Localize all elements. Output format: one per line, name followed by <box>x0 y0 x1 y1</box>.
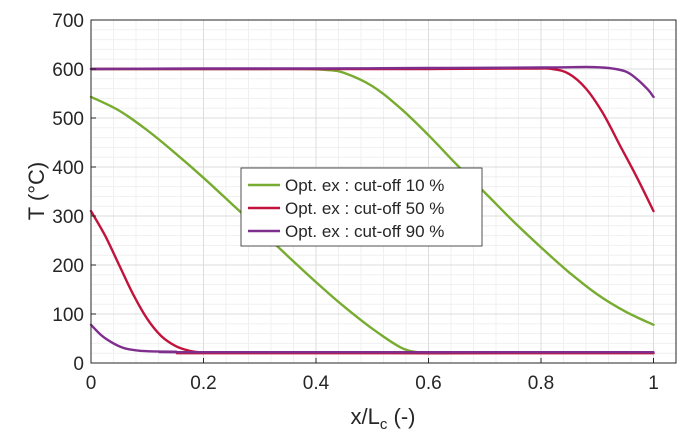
legend-label-3: Opt. ex : cut-off 90 % <box>285 222 444 241</box>
legend-label-2: Opt. ex : cut-off 50 % <box>285 199 444 218</box>
series-3 <box>89 65 655 354</box>
x-tick-label: 0 <box>86 373 97 394</box>
x-tick-label: 0.8 <box>528 373 554 394</box>
y-tick-label: 600 <box>52 60 84 81</box>
legend-label-1: Opt. ex : cut-off 10 % <box>285 176 444 195</box>
plot-frame <box>90 19 677 364</box>
y-axis-label: T (°C) <box>24 162 49 221</box>
y-tick-label: 500 <box>52 109 84 130</box>
x-tick-label: 0.2 <box>190 373 216 394</box>
y-tick-label: 200 <box>52 256 84 277</box>
series-layer <box>89 65 655 355</box>
y-axis-ticks: 0 100 200 300 400 500 600 700 <box>52 11 96 375</box>
y-tick-label: 300 <box>52 207 84 228</box>
x-tick-label: 0.6 <box>415 373 441 394</box>
x-axis-label: x/Lc (-) <box>351 404 416 433</box>
y-tick-label: 700 <box>52 11 84 32</box>
y-tick-label: 400 <box>52 158 84 179</box>
series-3-curve-2 <box>89 65 655 99</box>
series-3-curve-1 <box>89 323 655 354</box>
x-axis-ticks: 0 0.2 0.4 0.6 0.8 1 <box>86 358 659 394</box>
y-tick-label: 100 <box>52 305 84 326</box>
y-tick-label: 0 <box>73 354 84 375</box>
legend: Opt. ex : cut-off 10 % Opt. ex : cut-off … <box>240 167 483 247</box>
x-tick-label: 0.4 <box>303 373 330 394</box>
x-tick-label: 1 <box>648 373 659 394</box>
legend-box <box>240 167 483 247</box>
